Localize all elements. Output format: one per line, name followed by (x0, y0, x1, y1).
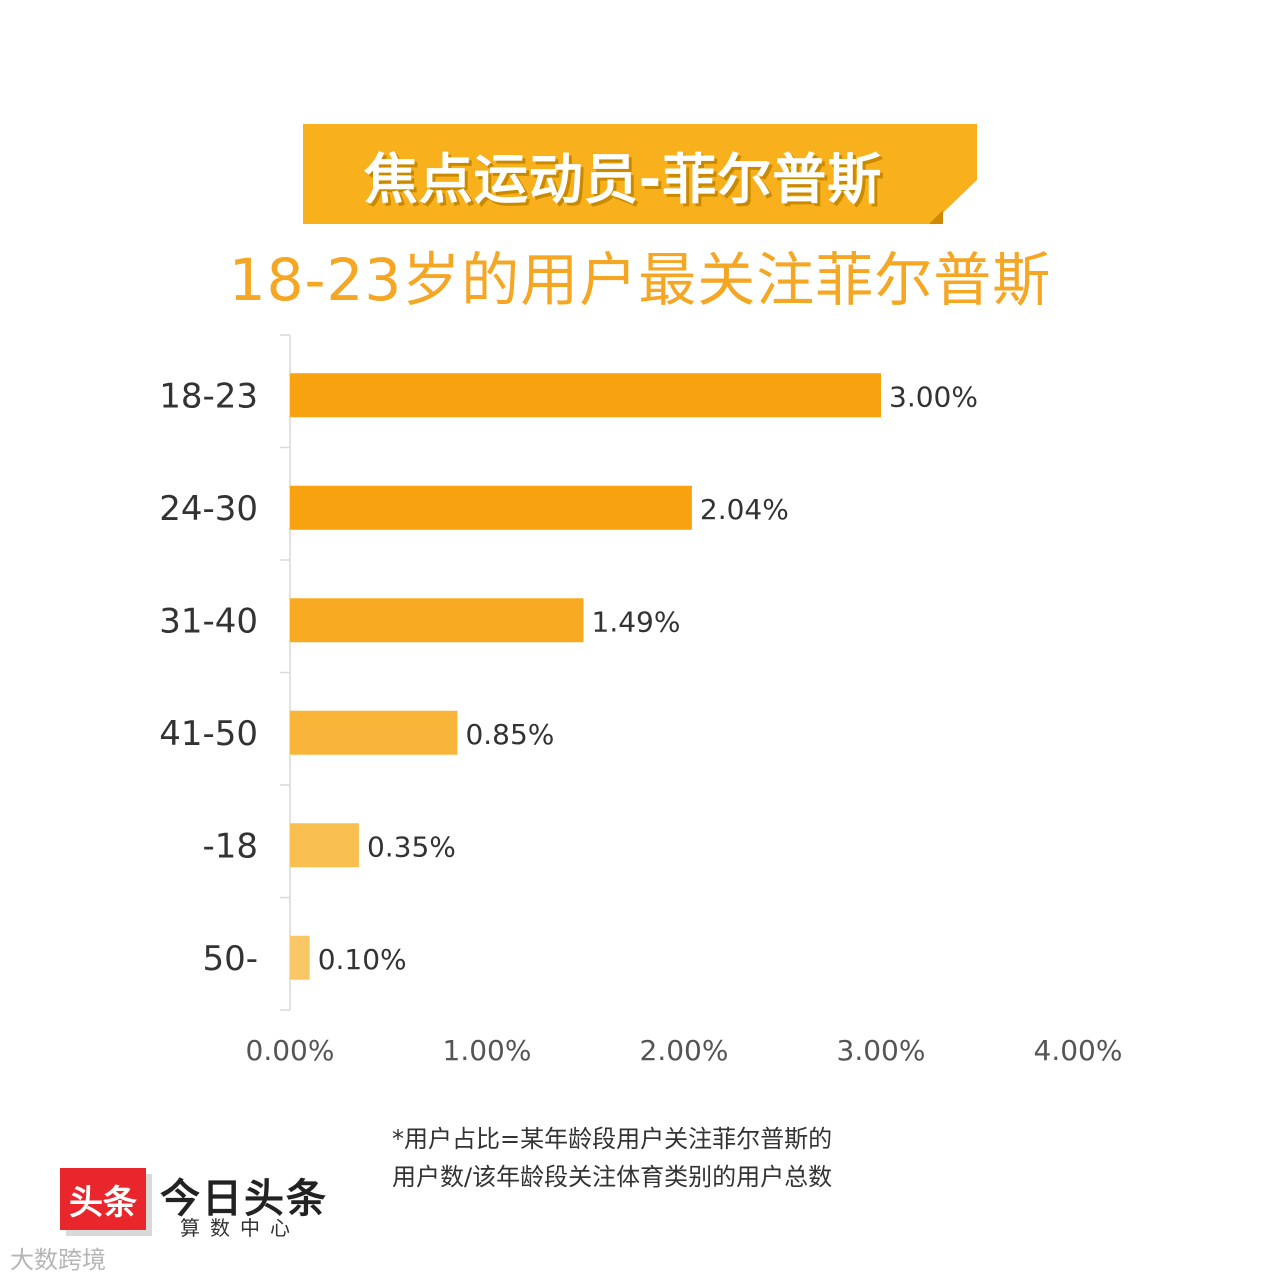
category-label: 41-50 (159, 714, 258, 754)
bar (290, 823, 359, 868)
bar (290, 598, 584, 643)
banner-shape (303, 124, 977, 226)
bar (290, 373, 881, 418)
x-tick-label: 4.00% (1034, 1034, 1123, 1067)
category-label: 31-40 (159, 601, 258, 641)
x-tick-label: 0.00% (246, 1034, 335, 1067)
category-label: 24-30 (159, 489, 258, 529)
x-tick-label: 3.00% (837, 1034, 926, 1067)
bar (290, 935, 310, 980)
page-title: 18-23岁的用户最关注菲尔普斯 (228, 246, 1052, 314)
footnote: *用户占比=某年龄段用户关注菲尔普斯的 用户数/该年龄段关注体育类别的用户总数 (392, 1120, 952, 1196)
category-label: -18 (202, 826, 258, 866)
x-tick-label: 1.00% (443, 1034, 532, 1067)
category-label: 18-23 (159, 376, 258, 416)
value-label: 0.85% (465, 718, 554, 751)
value-label: 0.10% (318, 943, 407, 976)
value-label: 2.04% (700, 493, 789, 526)
logo-subtitle: 算数中心 (180, 1216, 300, 1240)
x-tick-label: 2.00% (640, 1034, 729, 1067)
category-label: 50- (202, 939, 258, 979)
value-label: 0.35% (367, 830, 456, 863)
value-label: 1.49% (592, 605, 681, 638)
footnote-line-2: 用户数/该年龄段关注体育类别的用户总数 (392, 1163, 833, 1191)
bar (290, 485, 692, 530)
bar-chart: 18-23 3.00% 24-30 2.04% 31-40 1.49% 41-50 0.85%… (159, 334, 1123, 1067)
logo-badge: 头条 (60, 1168, 146, 1230)
watermark: 大数跨境 (10, 1246, 106, 1274)
footnote-line-1: *用户占比=某年龄段用户关注菲尔普斯的 (392, 1125, 833, 1153)
banner-title: 焦点运动员-菲尔普斯 (363, 147, 883, 211)
logo-name: 今日头条 (160, 1176, 328, 1222)
value-label: 3.00% (889, 380, 978, 413)
bar (290, 710, 458, 755)
